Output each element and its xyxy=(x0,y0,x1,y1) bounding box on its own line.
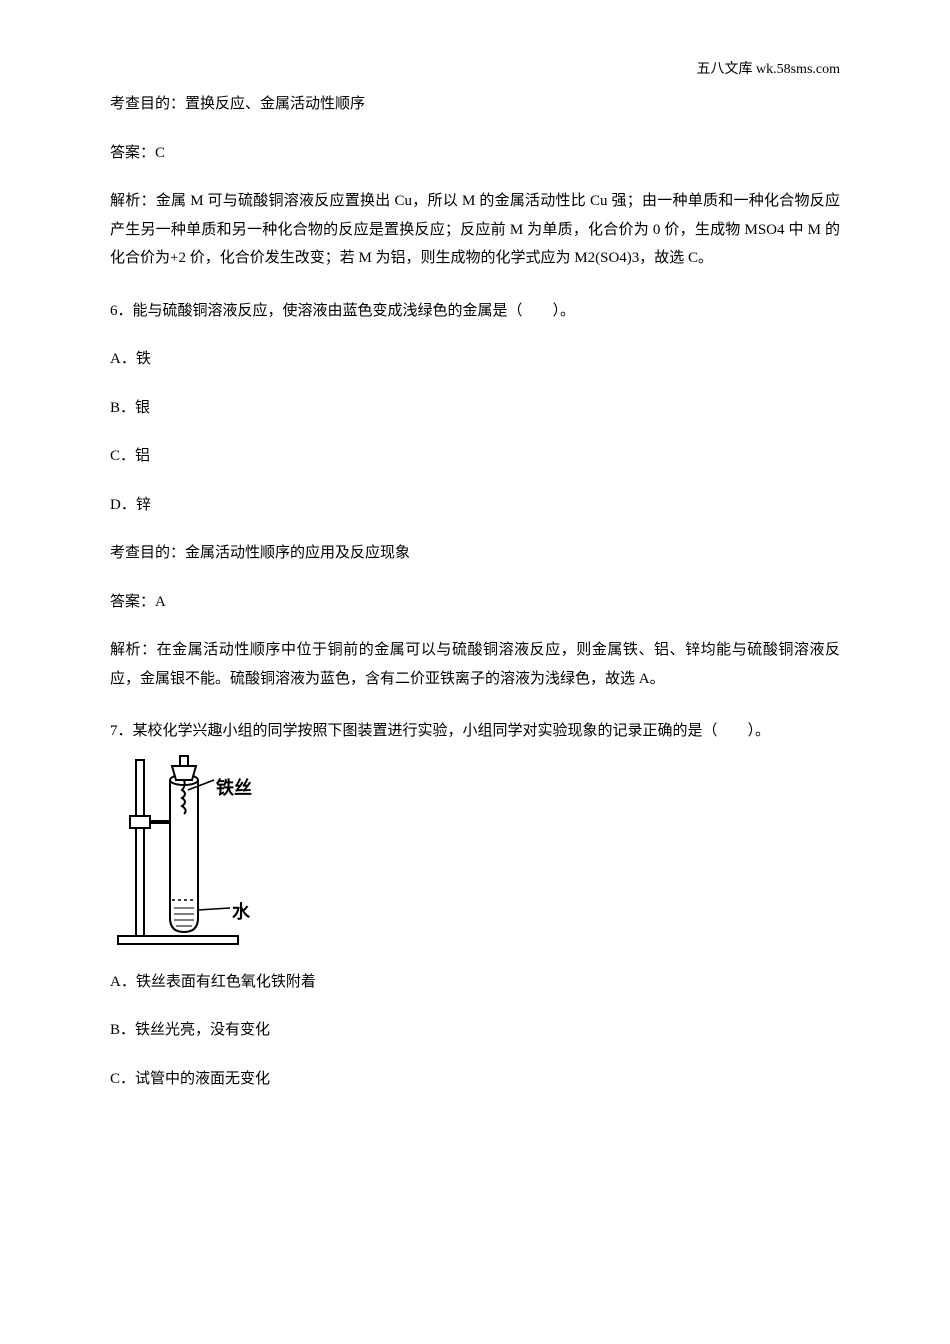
q6-opt-a: A．铁 xyxy=(110,345,840,374)
q5-analysis: 解析：金属 M 可与硫酸铜溶液反应置换出 Cu，所以 M 的金属活动性比 Cu … xyxy=(110,187,840,273)
q6-analysis: 解析：在金属活动性顺序中位于铜前的金属可以与硫酸铜溶液反应，则金属铁、铝、锌均能… xyxy=(110,636,840,693)
diagram-label-water: 水 xyxy=(232,898,250,924)
q7-opt-a: A．铁丝表面有红色氧化铁附着 xyxy=(110,968,840,997)
q6-answer: 答案：A xyxy=(110,588,840,617)
q5-answer: 答案：C xyxy=(110,139,840,168)
q7-opt-c: C．试管中的液面无变化 xyxy=(110,1065,840,1094)
experiment-diagram: 铁丝 水 xyxy=(110,750,280,950)
q7-opt-b: B．铁丝光亮，没有变化 xyxy=(110,1016,840,1045)
diagram-label-iron: 铁丝 xyxy=(216,774,252,800)
q6-opt-b: B．银 xyxy=(110,394,840,423)
q5-objective: 考查目的：置换反应、金属活动性顺序 xyxy=(110,90,840,119)
site-header: 五八文库 wk.58sms.com xyxy=(697,58,841,78)
q6-stem: 6．能与硫酸铜溶液反应，使溶液由蓝色变成浅绿色的金属是（ ）。 xyxy=(110,297,840,326)
q6-objective: 考查目的：金属活动性顺序的应用及反应现象 xyxy=(110,539,840,568)
q7-stem: 7．某校化学兴趣小组的同学按照下图装置进行实验，小组同学对实验现象的记录正确的是… xyxy=(110,717,840,746)
q6-opt-d: D．锌 xyxy=(110,491,840,520)
q6-opt-c: C．铝 xyxy=(110,442,840,471)
